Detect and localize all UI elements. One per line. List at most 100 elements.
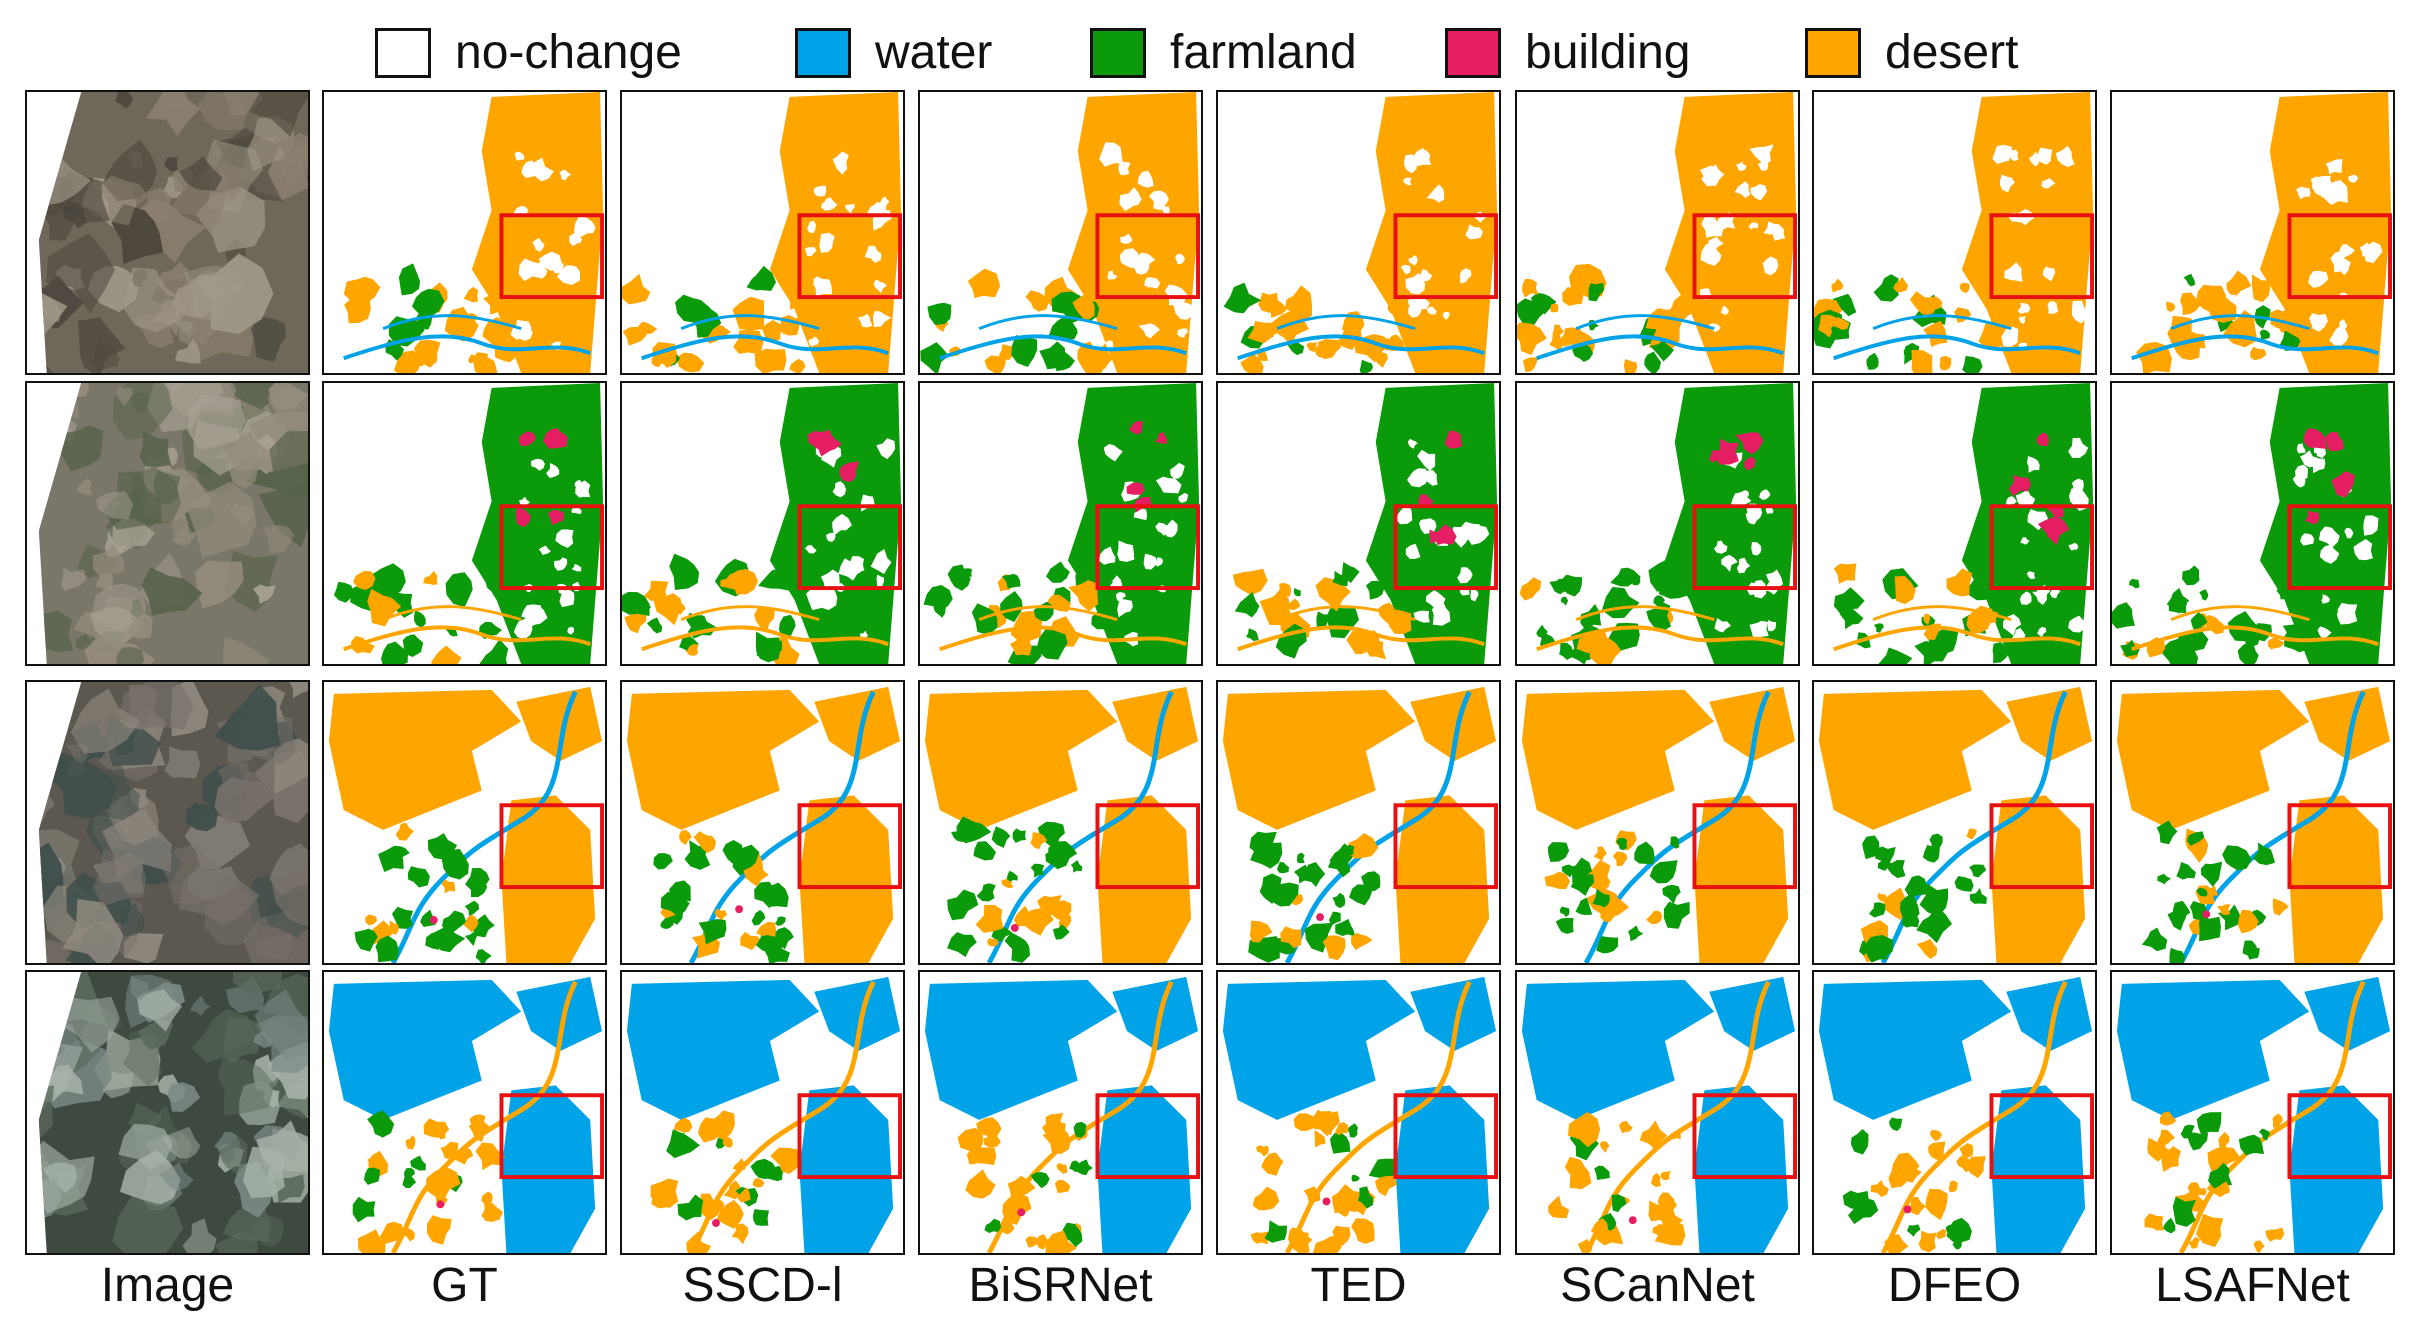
region-gap (1117, 540, 1135, 562)
building-patch (519, 431, 537, 447)
region-gap (1762, 256, 1779, 276)
region-patch (1936, 1228, 1947, 1240)
region-patch (1574, 1128, 1587, 1140)
region-patch (1923, 613, 1931, 626)
highlight-box (1989, 504, 2095, 591)
region-patch (1593, 846, 1607, 861)
region-gap (832, 151, 849, 175)
satellite-texture (216, 163, 249, 201)
region-bank (2289, 795, 2384, 963)
satellite-texture (196, 253, 274, 334)
region-gap (1404, 154, 1418, 174)
satellite-texture (262, 525, 295, 554)
region-patch (677, 1194, 704, 1221)
region-patch (1368, 1158, 1398, 1182)
region-gap (1470, 589, 1479, 602)
region-patch (1332, 570, 1348, 587)
satellite-texture (96, 491, 134, 520)
legend-label-desert: desert (1885, 26, 2019, 79)
legend-label-water: water (875, 26, 993, 79)
region-gap (2296, 443, 2306, 454)
region-patch (1595, 1217, 1624, 1246)
region-patch (976, 883, 996, 902)
region-patch (1818, 314, 1839, 338)
region-patch (2120, 639, 2140, 657)
region-patch (762, 939, 791, 963)
region-gap (567, 626, 575, 635)
region-gap (2071, 478, 2084, 492)
region-gap (1405, 543, 1421, 559)
change-map (920, 92, 1201, 373)
region-gap (530, 458, 545, 471)
region-patch (1893, 276, 1909, 293)
satellite-texture (153, 470, 181, 505)
region-gap (873, 310, 892, 327)
region-gap (2296, 186, 2311, 200)
region-patch (1601, 586, 1640, 619)
region-patch (354, 928, 378, 952)
region-patch (1911, 350, 1933, 373)
region-patch (1649, 860, 1678, 884)
panel-row2-gt (322, 381, 607, 666)
region-patch (975, 904, 1004, 933)
region-patch (1517, 298, 1547, 326)
region-patch (1909, 291, 1938, 317)
region-main (2259, 92, 2392, 373)
region-patch (404, 1167, 415, 1178)
satellite-texture (54, 425, 104, 472)
region-gap (870, 549, 892, 574)
region-gap (2068, 437, 2089, 459)
region-patch (653, 593, 683, 626)
region-top (1410, 976, 1497, 1051)
region-patch (1577, 1238, 1593, 1253)
legend-swatch-building (1445, 28, 1501, 78)
region-patch (2217, 904, 2241, 931)
satellite-texture (252, 584, 276, 604)
region-patch (464, 932, 479, 947)
satellite-texture (119, 1150, 181, 1207)
region-patch (1873, 623, 1884, 633)
region-gap (1170, 462, 1185, 479)
panel-row3-image (25, 680, 310, 965)
region-patch (2218, 1132, 2230, 1151)
region-patch (2238, 1134, 2265, 1156)
region-gap (2042, 266, 2056, 282)
panel-row1-bisrnet (918, 90, 1203, 375)
change-map (1521, 686, 1798, 963)
region-patch (1006, 870, 1018, 882)
satellite-image (38, 383, 308, 664)
region-patch (2196, 887, 2208, 897)
region-patch (1547, 1195, 1570, 1219)
region-patch (1662, 884, 1681, 905)
channel-line (1536, 334, 1784, 361)
region-patch (686, 1231, 712, 1253)
region-patch (1240, 353, 1264, 373)
satellite-texture (112, 383, 173, 441)
legend-item-no-change: no-change (375, 18, 682, 88)
region-patch (2129, 578, 2140, 589)
region-gap (538, 545, 551, 556)
region-patch (463, 287, 479, 303)
highlight-box (1393, 803, 1499, 890)
region-patch (2217, 1181, 2230, 1198)
region-patch (1969, 888, 1987, 905)
satellite-texture (141, 567, 203, 616)
region-gap (821, 198, 832, 210)
region-patch (1351, 1174, 1360, 1182)
region-gap (826, 532, 836, 542)
satellite-texture (239, 1080, 280, 1126)
satellite-texture (38, 690, 58, 741)
region-patch (441, 879, 456, 894)
region-patch (965, 1169, 996, 1199)
panel-row2-sscd-l (620, 381, 905, 666)
region-patch (651, 1187, 676, 1209)
region-gap (2321, 594, 2330, 604)
region-patch (1966, 1156, 1986, 1179)
region-gap (2015, 489, 2036, 507)
satellite-texture (92, 544, 125, 579)
region-gap (1467, 525, 1490, 545)
region-patch (1608, 897, 1630, 917)
panel-row3-dfeo (1812, 680, 2097, 965)
satellite-texture (46, 752, 117, 819)
channel-line (641, 334, 889, 361)
